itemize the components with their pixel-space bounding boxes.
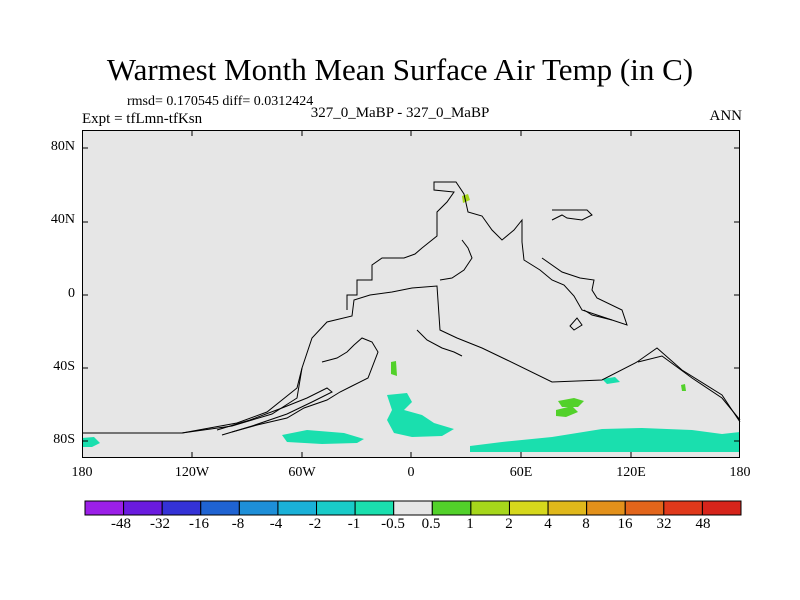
colorbar-swatch xyxy=(663,500,703,516)
green-patch-southeast xyxy=(558,398,584,407)
colorbar-swatch xyxy=(123,500,163,516)
teal-patch-antarctic-coast xyxy=(470,428,740,452)
chart-title: Warmest Month Mean Surface Air Temp (in … xyxy=(106,52,694,87)
colorbar-label: -16 xyxy=(189,516,209,532)
colorbar xyxy=(84,500,742,516)
map-background xyxy=(82,130,740,458)
coast-eastern-island xyxy=(583,309,613,321)
coast-middle-seaway xyxy=(439,239,473,281)
map-plot xyxy=(82,130,741,458)
anomaly-patches xyxy=(82,194,740,452)
colorbar-swatch xyxy=(316,500,356,516)
teal-patch-weddell xyxy=(387,393,454,437)
lat-label-40n: 40N xyxy=(50,212,75,227)
colorbar-label: -8 xyxy=(231,516,245,532)
teal-patch-south-atlantic xyxy=(282,430,364,444)
colorbar-swatch xyxy=(586,500,626,516)
lon-label-180w: 180 xyxy=(71,465,93,480)
colorbar-label: 8 xyxy=(582,516,590,532)
colorbar-swatch xyxy=(354,500,395,516)
colorbar-swatch xyxy=(161,500,202,516)
coast-northern-landmass xyxy=(346,181,628,326)
coast-inner-arm xyxy=(216,387,333,436)
colorbar-swatch xyxy=(508,500,549,516)
colorbar-label: -2 xyxy=(308,516,322,532)
colorbar-swatch xyxy=(547,500,588,516)
stats-text: rmsd= 0.170545 diff= 0.0312424 xyxy=(127,94,314,109)
lat-label-80n: 80N xyxy=(50,139,75,154)
colorbar-label: -32 xyxy=(150,516,170,532)
colorbar-swatch xyxy=(624,500,665,516)
colorbar-label: 16 xyxy=(617,516,633,532)
lon-label-0: 0 xyxy=(407,465,415,480)
colorbar-label: 1 xyxy=(466,516,474,532)
green-patch-atlantic xyxy=(391,361,397,376)
comparison-label: 327_0_MaBP - 327_0_MaBP xyxy=(310,105,490,121)
colorbar-label: -4 xyxy=(269,516,283,532)
colorbar-label: -1 xyxy=(347,516,361,532)
colorbar-swatch xyxy=(470,500,510,516)
colorbar-swatch xyxy=(701,500,742,516)
coast-nw-inlet xyxy=(416,329,463,357)
colorbar-swatch xyxy=(84,500,125,516)
green-patch-pacific xyxy=(681,384,686,391)
colorbar-swatch xyxy=(238,500,279,516)
green-patch-indian xyxy=(556,406,578,417)
coast-southern-arm xyxy=(231,337,379,433)
lat-label-80s: 80S xyxy=(53,432,75,447)
colorbar-label: -48 xyxy=(111,516,131,532)
colorbar-label: -0.5 xyxy=(381,516,405,532)
teal-patch-east xyxy=(602,377,620,384)
lon-label-180e: 180 xyxy=(729,465,751,480)
colorbar-label: 0.5 xyxy=(421,516,441,532)
colorbar-label: 2 xyxy=(505,516,513,532)
colorbar-swatch xyxy=(277,500,318,516)
colorbar-label: 48 xyxy=(695,516,711,532)
teal-patch-ross xyxy=(82,437,100,447)
axis-ticks xyxy=(82,130,740,458)
coast-main-continent xyxy=(82,285,741,434)
colorbar-swatch xyxy=(393,500,433,516)
colorbar-swatch xyxy=(200,500,240,516)
coast-southeast-block xyxy=(637,355,741,421)
coast-west-margin xyxy=(181,367,303,434)
lon-label-120w: 120W xyxy=(174,465,210,480)
coastlines xyxy=(82,181,741,436)
lat-label-0: 0 xyxy=(68,286,75,301)
experiment-label: Expt = tfLmn-tfKsn xyxy=(82,111,203,127)
coast-east-ridge xyxy=(551,209,593,221)
lon-label-60w: 60W xyxy=(288,465,316,480)
lon-label-60e: 60E xyxy=(509,465,533,480)
lat-label-40s: 40S xyxy=(53,359,75,374)
colorbar-label: 32 xyxy=(656,516,672,532)
colorbar-label: 4 xyxy=(544,516,552,532)
season-label: ANN xyxy=(709,108,743,124)
coast-small-arc xyxy=(569,317,583,331)
lon-label-120e: 120E xyxy=(616,465,646,480)
colorbar-swatch xyxy=(431,500,472,516)
